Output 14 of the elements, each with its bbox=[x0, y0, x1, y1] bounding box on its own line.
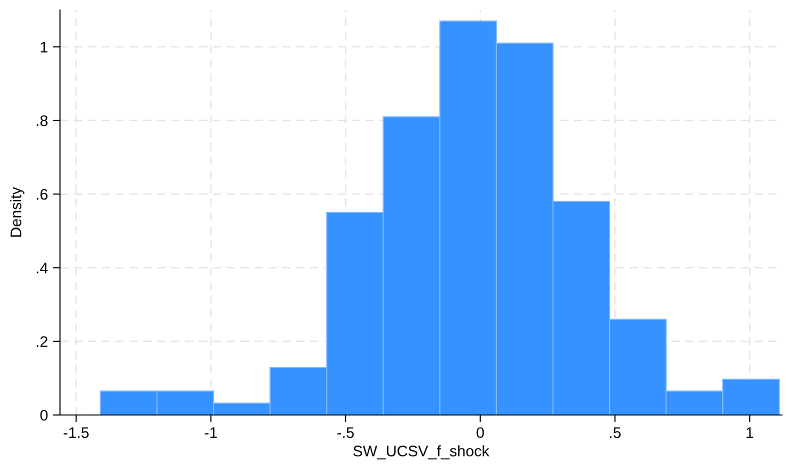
x-tick-label: -1 bbox=[204, 427, 217, 438]
x-tick-label: -.5 bbox=[337, 427, 354, 438]
y-tick-label: .6 bbox=[36, 188, 48, 200]
y-tick-label: .4 bbox=[36, 262, 48, 274]
y-tick-label: .2 bbox=[36, 336, 48, 347]
x-tick-label: .5 bbox=[610, 427, 621, 438]
x-tick-label: 0 bbox=[476, 427, 484, 438]
y-tick-label: 0 bbox=[40, 410, 48, 421]
y-axis-title: Density bbox=[10, 187, 24, 237]
x-tick-label: -1.5 bbox=[64, 427, 89, 438]
x-tick-label: 1 bbox=[746, 427, 754, 438]
x-axis-title: SW_UCSV_f_shock bbox=[353, 445, 490, 460]
y-tick-label: .8 bbox=[36, 115, 48, 126]
y-tick-label: 1 bbox=[40, 42, 48, 52]
